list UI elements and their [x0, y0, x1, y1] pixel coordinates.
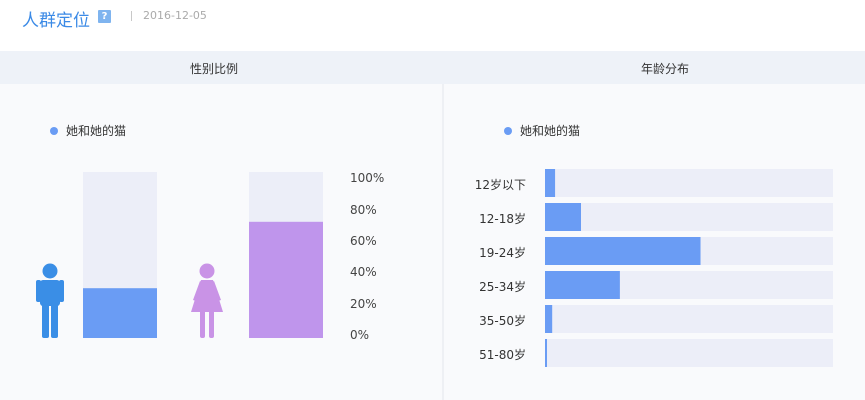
age-category-label: 25-34岁: [479, 280, 526, 294]
legend-dot: [504, 126, 512, 135]
legend-label: 她和她的猫: [66, 124, 127, 138]
date-label: 2016-12-05: [143, 9, 207, 22]
legend-label: 她和她的猫: [520, 124, 581, 138]
age-bar-track: [545, 305, 833, 333]
age-category-label: 12岁以下: [474, 178, 526, 192]
page-header: 人群定位 ? 2016-12-05: [0, 0, 865, 50]
y-tick-label: 0%: [350, 328, 370, 342]
gender-panel: [0, 84, 442, 400]
y-tick-label: 100%: [350, 171, 385, 185]
female-icon: [191, 263, 223, 338]
help-icon[interactable]: ?: [98, 10, 111, 23]
male-bar: [83, 288, 157, 338]
gender-section-title: 性别比例: [190, 62, 239, 76]
y-tick-label: 20%: [350, 297, 377, 311]
age-legend[interactable]: 她和她的猫: [504, 122, 580, 139]
age-bar: [545, 339, 547, 367]
age-bar-track: [545, 203, 833, 231]
header-divider: [131, 11, 132, 21]
age-chart: [545, 169, 833, 367]
age-section-title: 年龄分布: [641, 62, 690, 76]
page-title: 人群定位: [22, 11, 90, 31]
age-category-label: 19-24岁: [479, 246, 526, 260]
age-bar: [545, 237, 701, 265]
gender-legend[interactable]: 她和她的猫: [50, 122, 126, 139]
legend-dot: [50, 126, 58, 135]
gender-chart: [36, 172, 323, 338]
female-bar: [249, 221, 323, 338]
age-bar-track: [545, 169, 833, 197]
y-tick-label: 40%: [350, 265, 377, 279]
age-bar-track: [545, 339, 833, 367]
male-icon: [36, 263, 64, 338]
age-category-label: 35-50岁: [479, 314, 526, 328]
age-bar: [545, 169, 556, 197]
y-tick-label: 80%: [350, 203, 377, 217]
age-category-label: 51-80岁: [479, 348, 526, 362]
age-bar: [545, 271, 620, 299]
age-category-label: 12-18岁: [479, 212, 526, 226]
age-bar: [545, 305, 553, 333]
y-tick-label: 60%: [350, 234, 377, 248]
section-header-bar: 性别比例 年龄分布: [0, 51, 865, 84]
panel-divider: [442, 84, 444, 400]
age-bar: [545, 203, 581, 231]
